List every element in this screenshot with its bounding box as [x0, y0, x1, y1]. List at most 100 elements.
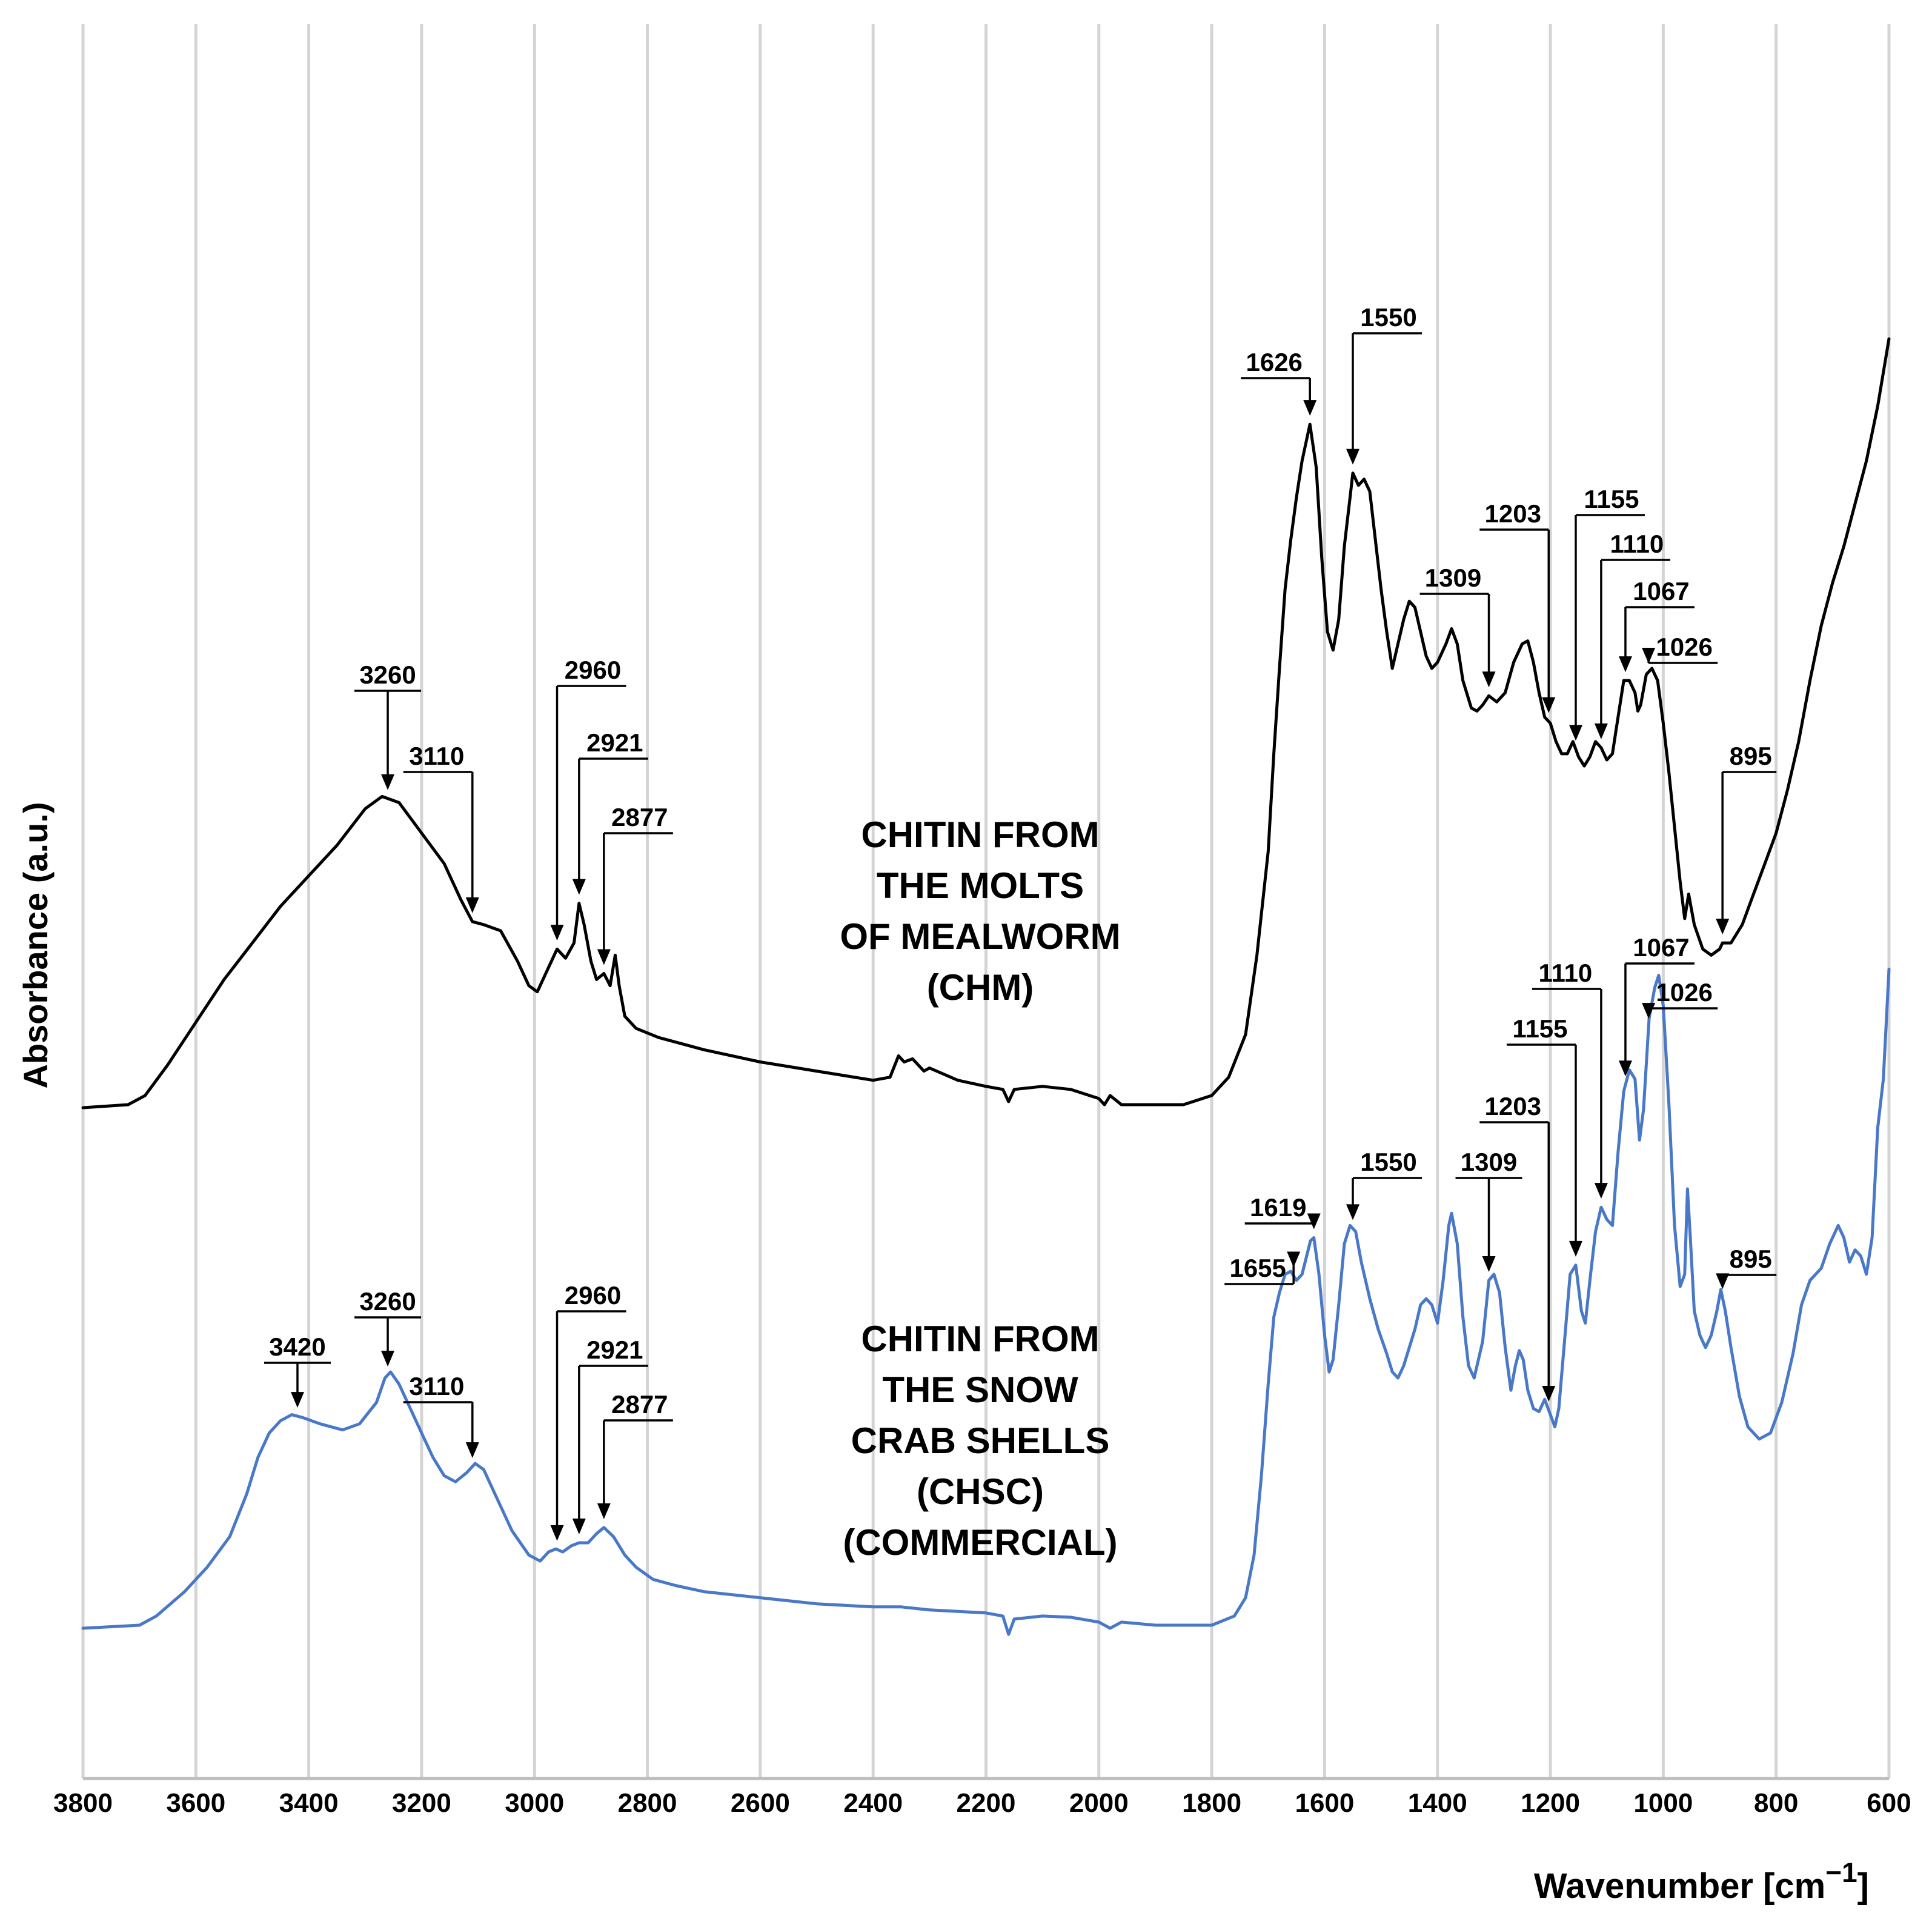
annotation-label-chsc-3420: 3420: [269, 1333, 325, 1361]
series-label-chsc-line-1: CHITIN FROM: [861, 1319, 1099, 1359]
annotation-label-chm-3260: 3260: [359, 661, 416, 689]
annotation-label-chsc-1655: 1655: [1229, 1254, 1286, 1282]
annotation-chsc-1067: 1067: [1618, 933, 1695, 1077]
annotation-chsc-1203: 1203: [1479, 1092, 1556, 1402]
annotation-chsc-2960: 2960: [550, 1281, 626, 1541]
annotation-label-chsc-2921: 2921: [586, 1336, 643, 1364]
annotation-arrowhead: [1594, 1183, 1608, 1199]
annotation-label-chm-2960: 2960: [565, 656, 621, 684]
x-tick-label-3200: 3200: [392, 1788, 451, 1818]
annotation-label-chsc-1155: 1155: [1512, 1014, 1567, 1043]
annotation-label-chm-1110: 1110: [1610, 530, 1664, 558]
annotation-chsc-1309: 1309: [1455, 1148, 1522, 1273]
x-tick-label-3800: 3800: [53, 1788, 113, 1818]
annotation-arrowhead: [1642, 648, 1656, 664]
annotation-label-chsc-1309: 1309: [1461, 1148, 1517, 1176]
series-line-chm: [81, 337, 1891, 1110]
annotation-arrowhead: [572, 1519, 586, 1535]
annotation-arrowhead: [1569, 1240, 1582, 1257]
x-tick-label-1800: 1800: [1182, 1788, 1241, 1818]
annotation-arrowhead: [1542, 1385, 1556, 1402]
annotation-label-chsc-1203: 1203: [1485, 1092, 1541, 1120]
annotation-chsc-1619: 1619: [1244, 1193, 1321, 1230]
annotation-arrowhead: [381, 1351, 395, 1367]
annotation-chsc-895: 895: [1716, 1245, 1777, 1289]
annotation-label-chm-1203: 1203: [1485, 499, 1541, 528]
annotation-chm-895: 895: [1716, 742, 1777, 935]
x-tick-label-1600: 1600: [1295, 1788, 1354, 1818]
annotation-chm-1203: 1203: [1479, 499, 1556, 713]
annotation-arrowhead: [1287, 1251, 1301, 1268]
annotation-chm-2877: 2877: [597, 803, 673, 965]
annotation-arrowhead: [381, 774, 395, 790]
series-label-chm-line-1: CHITIN FROM: [861, 814, 1099, 855]
annotation-chm-3260: 3260: [354, 661, 422, 790]
x-tick-label-1000: 1000: [1633, 1788, 1693, 1818]
series-label-chm-line-4: (CHM): [927, 967, 1034, 1008]
annotation-chm-1626: 1626: [1241, 348, 1317, 416]
annotation-label-chm-3110: 3110: [409, 742, 464, 770]
annotation-chm-1110: 1110: [1594, 530, 1670, 739]
x-axis-title-sup: −1: [1825, 1857, 1857, 1888]
x-tick-label-3400: 3400: [279, 1788, 339, 1818]
annotation-label-chm-1626: 1626: [1246, 348, 1302, 376]
annotation-arrowhead: [572, 879, 586, 895]
annotation-label-chm-1309: 1309: [1425, 564, 1481, 592]
annotation-chsc-2921: 2921: [572, 1336, 648, 1535]
annotation-label-chsc-1026: 1026: [1656, 978, 1712, 1007]
annotation-arrowhead: [1346, 448, 1360, 465]
annotation-arrowhead: [1346, 1204, 1360, 1220]
annotation-chm-1155: 1155: [1569, 485, 1645, 741]
annotation-arrowhead: [597, 949, 611, 965]
annotation-arrowhead: [550, 925, 564, 941]
series-line-chsc: [81, 967, 1891, 1636]
annotation-label-chm-1550: 1550: [1360, 303, 1416, 331]
annotation-arrowhead: [1482, 671, 1496, 688]
peak-annotations: 3260 3110 2960 2921 2877 1626 1550 1309 1203 1155…: [264, 303, 1777, 1541]
annotation-arrowhead: [1716, 1273, 1730, 1289]
annotation-label-chsc-895: 895: [1730, 1245, 1772, 1273]
series-label-chsc-line-2: THE SNOW: [882, 1369, 1078, 1410]
annotation-chsc-2877: 2877: [597, 1390, 673, 1519]
annotation-chsc-1110: 1110: [1532, 959, 1608, 1199]
annotation-arrowhead: [290, 1392, 304, 1408]
x-tick-label-2000: 2000: [1069, 1788, 1129, 1818]
annotation-arrowhead: [1618, 656, 1632, 673]
x-axis-title-main: Wavenumber [cm: [1534, 1866, 1825, 1906]
series-label-chm-line-3: OF MEALWORM: [840, 916, 1120, 957]
annotation-arrowhead: [1716, 919, 1730, 935]
annotation-chm-1026: 1026: [1642, 633, 1718, 664]
x-tick-label-3600: 3600: [166, 1788, 225, 1818]
annotation-arrowhead: [1642, 1003, 1656, 1019]
series-label-chsc-line-5: (COMMERCIAL): [843, 1522, 1117, 1563]
x-tick-label-2200: 2200: [957, 1788, 1016, 1818]
annotation-chsc-1550: 1550: [1346, 1148, 1422, 1220]
annotation-arrowhead: [1482, 1256, 1496, 1273]
x-tick-label-3000: 3000: [505, 1788, 564, 1818]
annotation-label-chsc-3260: 3260: [359, 1287, 416, 1316]
annotation-arrowhead: [1594, 723, 1608, 739]
series-lines: [81, 337, 1891, 1636]
annotation-label-chsc-1550: 1550: [1360, 1148, 1416, 1176]
grid-lines: [81, 24, 1891, 1780]
annotation-chsc-3110: 3110: [403, 1372, 479, 1459]
annotation-chsc-3260: 3260: [354, 1287, 422, 1367]
x-tick-labels: 3800 3600 3400 3200 3000 2800 2600 2400 2200 2000…: [53, 1788, 1911, 1818]
x-tick-label-1200: 1200: [1521, 1788, 1580, 1818]
series-label-chm-line-2: THE MOLTS: [877, 865, 1084, 906]
annotation-chsc-3420: 3420: [264, 1333, 331, 1408]
annotation-chm-1550: 1550: [1346, 303, 1422, 465]
y-axis-title: Absorbance (a.u.): [16, 802, 55, 1089]
annotation-chm-2960: 2960: [550, 656, 626, 941]
annotation-chm-3110: 3110: [403, 742, 479, 913]
annotation-label-chsc-1619: 1619: [1250, 1193, 1306, 1222]
annotation-arrowhead: [1542, 697, 1556, 713]
x-tick-label-600: 600: [1867, 1788, 1911, 1818]
x-tick-label-2600: 2600: [731, 1788, 790, 1818]
annotation-arrowhead: [465, 897, 479, 913]
annotation-chsc-1026: 1026: [1642, 978, 1718, 1019]
annotation-arrowhead: [1569, 725, 1582, 741]
x-axis-title: Wavenumber [cm−1]: [1534, 1857, 1869, 1906]
